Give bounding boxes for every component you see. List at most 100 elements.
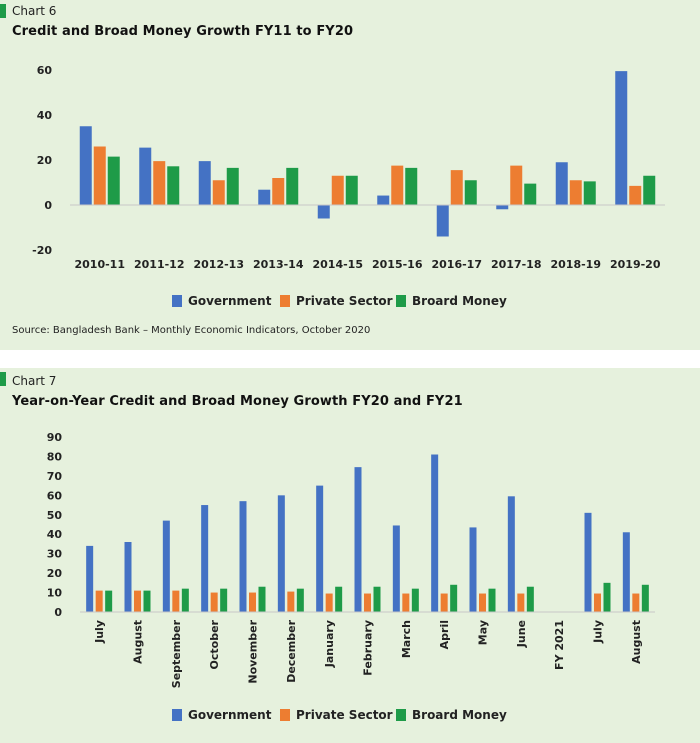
bar-government bbox=[431, 454, 439, 612]
bar-broad bbox=[488, 588, 496, 612]
bar-government bbox=[507, 496, 515, 612]
bar-broad bbox=[583, 181, 596, 205]
y-tick-label: 70 bbox=[47, 470, 63, 483]
bar-government bbox=[469, 527, 477, 612]
bar-broad bbox=[107, 156, 120, 205]
bar-government bbox=[317, 205, 330, 219]
bar-private bbox=[510, 165, 523, 205]
bar-government bbox=[316, 485, 324, 612]
chart7-panel: Chart 7 Year-on-Year Credit and Broad Mo… bbox=[0, 368, 700, 743]
x-tick-label: July bbox=[592, 620, 605, 644]
bar-private bbox=[172, 590, 180, 612]
bar-government bbox=[86, 545, 94, 612]
x-tick-label: June bbox=[515, 620, 528, 648]
bar-broad bbox=[643, 175, 656, 205]
chart6-marker bbox=[0, 4, 6, 18]
chart6-source: Source: Bangladesh Bank – Monthly Econom… bbox=[12, 325, 371, 336]
x-tick-label: July bbox=[93, 620, 106, 644]
y-tick-label: -20 bbox=[32, 244, 52, 257]
bar-broad bbox=[603, 582, 611, 612]
legend-label-private: Private Sector bbox=[296, 708, 393, 722]
bar-government bbox=[555, 162, 568, 205]
bar-broad bbox=[258, 586, 266, 612]
bar-private bbox=[402, 593, 410, 612]
chart7-title: Year-on-Year Credit and Broad Money Grow… bbox=[12, 394, 463, 409]
x-tick-label: November bbox=[247, 619, 260, 683]
x-tick-label: 2015-16 bbox=[372, 258, 423, 271]
bar-government bbox=[354, 467, 362, 612]
chart6-panel: Chart 6 Credit and Broad Money Growth FY… bbox=[0, 0, 700, 350]
legend-swatch-private bbox=[280, 295, 290, 307]
legend-label-broad: Broard Money bbox=[412, 708, 507, 722]
y-tick-label: 0 bbox=[54, 606, 62, 619]
y-tick-label: 20 bbox=[47, 567, 63, 580]
bar-broad bbox=[181, 588, 189, 612]
bar-private bbox=[629, 185, 642, 205]
y-tick-label: 30 bbox=[47, 548, 63, 561]
legend-label-government: Government bbox=[188, 708, 272, 722]
bar-government bbox=[124, 542, 132, 612]
bar-private bbox=[569, 180, 582, 205]
bar-government bbox=[436, 205, 449, 237]
legend-label-government: Government bbox=[188, 294, 272, 308]
bar-government bbox=[615, 71, 628, 205]
legend-label-broad: Broard Money bbox=[412, 294, 507, 308]
bar-private bbox=[210, 592, 218, 612]
bar-broad bbox=[335, 586, 343, 612]
bar-broad bbox=[143, 590, 151, 612]
bar-private bbox=[479, 593, 486, 612]
x-tick-label: 2019-20 bbox=[610, 258, 661, 271]
bar-private bbox=[272, 178, 285, 205]
bar-government bbox=[377, 195, 390, 205]
x-tick-label: September bbox=[170, 619, 183, 688]
bar-private bbox=[517, 593, 525, 612]
bar-government bbox=[392, 525, 400, 612]
bar-broad bbox=[405, 167, 418, 205]
x-tick-label: April bbox=[438, 620, 451, 649]
bar-private bbox=[95, 590, 103, 612]
y-tick-label: 0 bbox=[44, 199, 52, 212]
x-tick-label: February bbox=[362, 620, 375, 676]
bar-private bbox=[93, 146, 106, 205]
x-tick-label: 2011-12 bbox=[134, 258, 185, 271]
x-tick-label: FY 2021 bbox=[553, 620, 566, 670]
bar-government bbox=[584, 512, 592, 612]
chart6-title: Credit and Broad Money Growth FY11 to FY… bbox=[12, 24, 354, 39]
bar-private bbox=[632, 593, 640, 612]
x-tick-label: 2012-13 bbox=[194, 258, 245, 271]
bar-private bbox=[391, 165, 404, 205]
bar-broad bbox=[373, 586, 381, 612]
bar-private bbox=[249, 592, 256, 612]
x-tick-label: October bbox=[208, 619, 221, 669]
chart7-label: Chart 7 bbox=[12, 374, 57, 388]
y-tick-label: 60 bbox=[47, 489, 63, 502]
legend-swatch-government bbox=[172, 709, 182, 721]
bar-government bbox=[162, 520, 170, 612]
bar-government bbox=[201, 505, 209, 612]
bar-government bbox=[79, 126, 92, 205]
bar-broad bbox=[641, 584, 649, 612]
bar-private bbox=[134, 590, 141, 612]
bar-broad bbox=[167, 166, 180, 205]
bar-broad bbox=[464, 180, 477, 205]
legend-swatch-broad bbox=[396, 295, 406, 307]
y-tick-label: 50 bbox=[47, 509, 63, 522]
legend-label-private: Private Sector bbox=[296, 294, 393, 308]
x-tick-label: March bbox=[400, 620, 413, 658]
y-tick-label: 80 bbox=[47, 450, 63, 463]
bar-broad bbox=[524, 183, 537, 205]
bar-private bbox=[331, 175, 344, 205]
bar-private bbox=[325, 593, 333, 612]
bar-broad bbox=[296, 588, 304, 612]
x-tick-label: 2016-17 bbox=[432, 258, 483, 271]
bar-broad bbox=[411, 588, 419, 612]
chart6-label: Chart 6 bbox=[12, 4, 57, 18]
bar-private bbox=[212, 180, 225, 205]
legend-swatch-private bbox=[280, 709, 290, 721]
bar-private bbox=[440, 593, 448, 612]
x-tick-label: 2018-19 bbox=[551, 258, 602, 271]
x-tick-label: August bbox=[630, 620, 643, 664]
x-tick-label: 2013-14 bbox=[253, 258, 304, 271]
bar-broad bbox=[220, 588, 228, 612]
bar-private bbox=[364, 593, 371, 612]
